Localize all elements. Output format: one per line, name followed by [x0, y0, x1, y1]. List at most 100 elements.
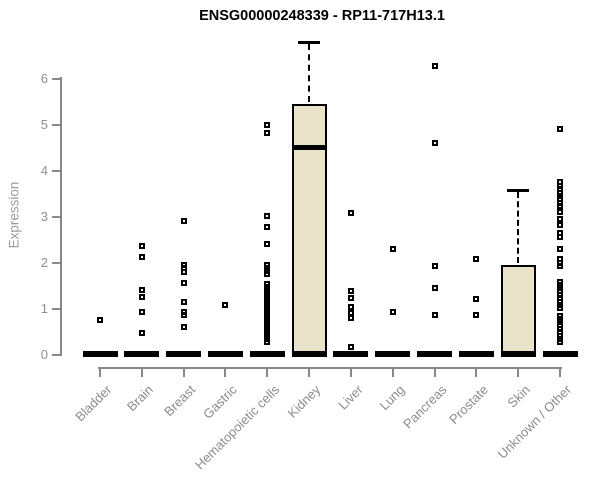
median-line: [291, 145, 327, 151]
x-tick-label: Unknown / Other: [495, 382, 575, 462]
y-tick: [52, 354, 60, 356]
whisker-cap: [298, 41, 321, 45]
x-tick-label: Prostate: [446, 382, 491, 427]
outlier-point: [473, 311, 480, 318]
outlier-point: [347, 343, 354, 350]
x-axis-line: [98, 367, 562, 369]
x-tick-label: Kidney: [285, 382, 324, 421]
y-tick-label: 0: [40, 347, 48, 362]
outlier-point: [222, 301, 229, 308]
outlier-point: [557, 245, 564, 252]
outlier-point: [347, 309, 354, 316]
whisker: [517, 191, 520, 264]
outlier-point: [264, 122, 271, 129]
outlier-point: [264, 213, 271, 220]
zero-bar: [542, 351, 578, 357]
outlier-point: [557, 126, 564, 133]
outlier-point: [557, 263, 564, 270]
outlier-point: [180, 323, 187, 330]
outlier-point: [431, 63, 438, 70]
outlier-point: [138, 309, 145, 316]
x-tick-label: Pancreas: [399, 382, 450, 432]
outlier-point: [431, 139, 438, 146]
outlier-point: [557, 209, 564, 216]
x-tick: [182, 369, 185, 377]
y-tick-label: 6: [40, 71, 48, 86]
outlier-point: [473, 296, 480, 303]
whisker: [308, 44, 311, 103]
x-tick: [99, 369, 101, 377]
y-tick-label: 4: [40, 163, 48, 178]
x-tick: [475, 369, 478, 377]
outlier-point: [473, 255, 480, 262]
y-tick-label: 2: [40, 255, 48, 270]
outlier-point: [264, 240, 271, 247]
zero-bar: [333, 351, 369, 357]
zero-bar: [166, 351, 202, 357]
x-tick: [266, 369, 269, 377]
outlier-point: [389, 246, 396, 253]
outlier-point: [347, 315, 354, 322]
outlier-point: [557, 305, 564, 311]
x-tick: [433, 369, 436, 377]
x-tick-label: Liver: [334, 382, 366, 413]
outlier-point: [347, 295, 354, 302]
outlier-point: [138, 287, 145, 294]
outlier-point: [264, 270, 271, 277]
outlier-point: [264, 223, 271, 230]
outlier-point: [431, 263, 438, 270]
outlier-point: [347, 210, 354, 217]
y-tick-label: 5: [40, 117, 48, 132]
box: [291, 104, 327, 357]
zero-bar: [249, 351, 285, 357]
x-tick: [224, 369, 227, 377]
outlier-point: [264, 129, 271, 136]
outlier-point: [97, 316, 103, 323]
y-tick: [52, 262, 60, 264]
y-tick: [52, 78, 60, 80]
outlier-point: [389, 308, 396, 315]
x-tick-label: Bladder: [72, 382, 115, 425]
box: [500, 265, 536, 357]
x-tick: [559, 369, 562, 377]
outlier-point: [138, 293, 145, 300]
outlier-point: [431, 311, 438, 318]
chart-title: ENSG00000248339 - RP11-717H13.1: [199, 8, 445, 24]
zero-bar: [82, 351, 118, 357]
x-tick-label: Gastric: [200, 382, 241, 422]
x-tick-label: Lung: [376, 382, 408, 414]
y-tick-label: 3: [40, 209, 48, 224]
outlier-point: [180, 311, 187, 318]
outlier-point: [347, 303, 354, 310]
zero-bar: [207, 351, 243, 357]
zero-bar: [417, 351, 453, 357]
x-tick: [308, 369, 311, 377]
outlier-point: [180, 268, 187, 275]
y-tick: [52, 216, 60, 218]
outlier-point: [557, 222, 564, 229]
x-tick: [140, 369, 143, 377]
outlier-point: [138, 242, 145, 249]
zero-bar: [124, 351, 160, 357]
outlier-point: [180, 217, 187, 224]
zero-bar: [458, 351, 494, 357]
outlier-point: [180, 280, 187, 287]
outlier-point: [557, 215, 564, 222]
zero-bar: [291, 351, 327, 357]
outlier-point: [180, 299, 187, 306]
y-tick: [52, 170, 60, 172]
outlier-point: [347, 287, 354, 294]
y-tick: [52, 308, 60, 310]
y-tick: [52, 124, 60, 126]
outlier-point: [138, 330, 145, 337]
outlier-point: [557, 202, 564, 209]
x-tick: [391, 369, 394, 377]
outlier-point: [264, 338, 271, 345]
x-tick-label: Skin: [504, 382, 533, 411]
outlier-point: [557, 233, 564, 240]
x-tick-label: Brain: [124, 382, 157, 415]
whisker-cap: [507, 188, 530, 192]
outlier-point: [138, 254, 145, 261]
x-tick: [349, 369, 352, 377]
